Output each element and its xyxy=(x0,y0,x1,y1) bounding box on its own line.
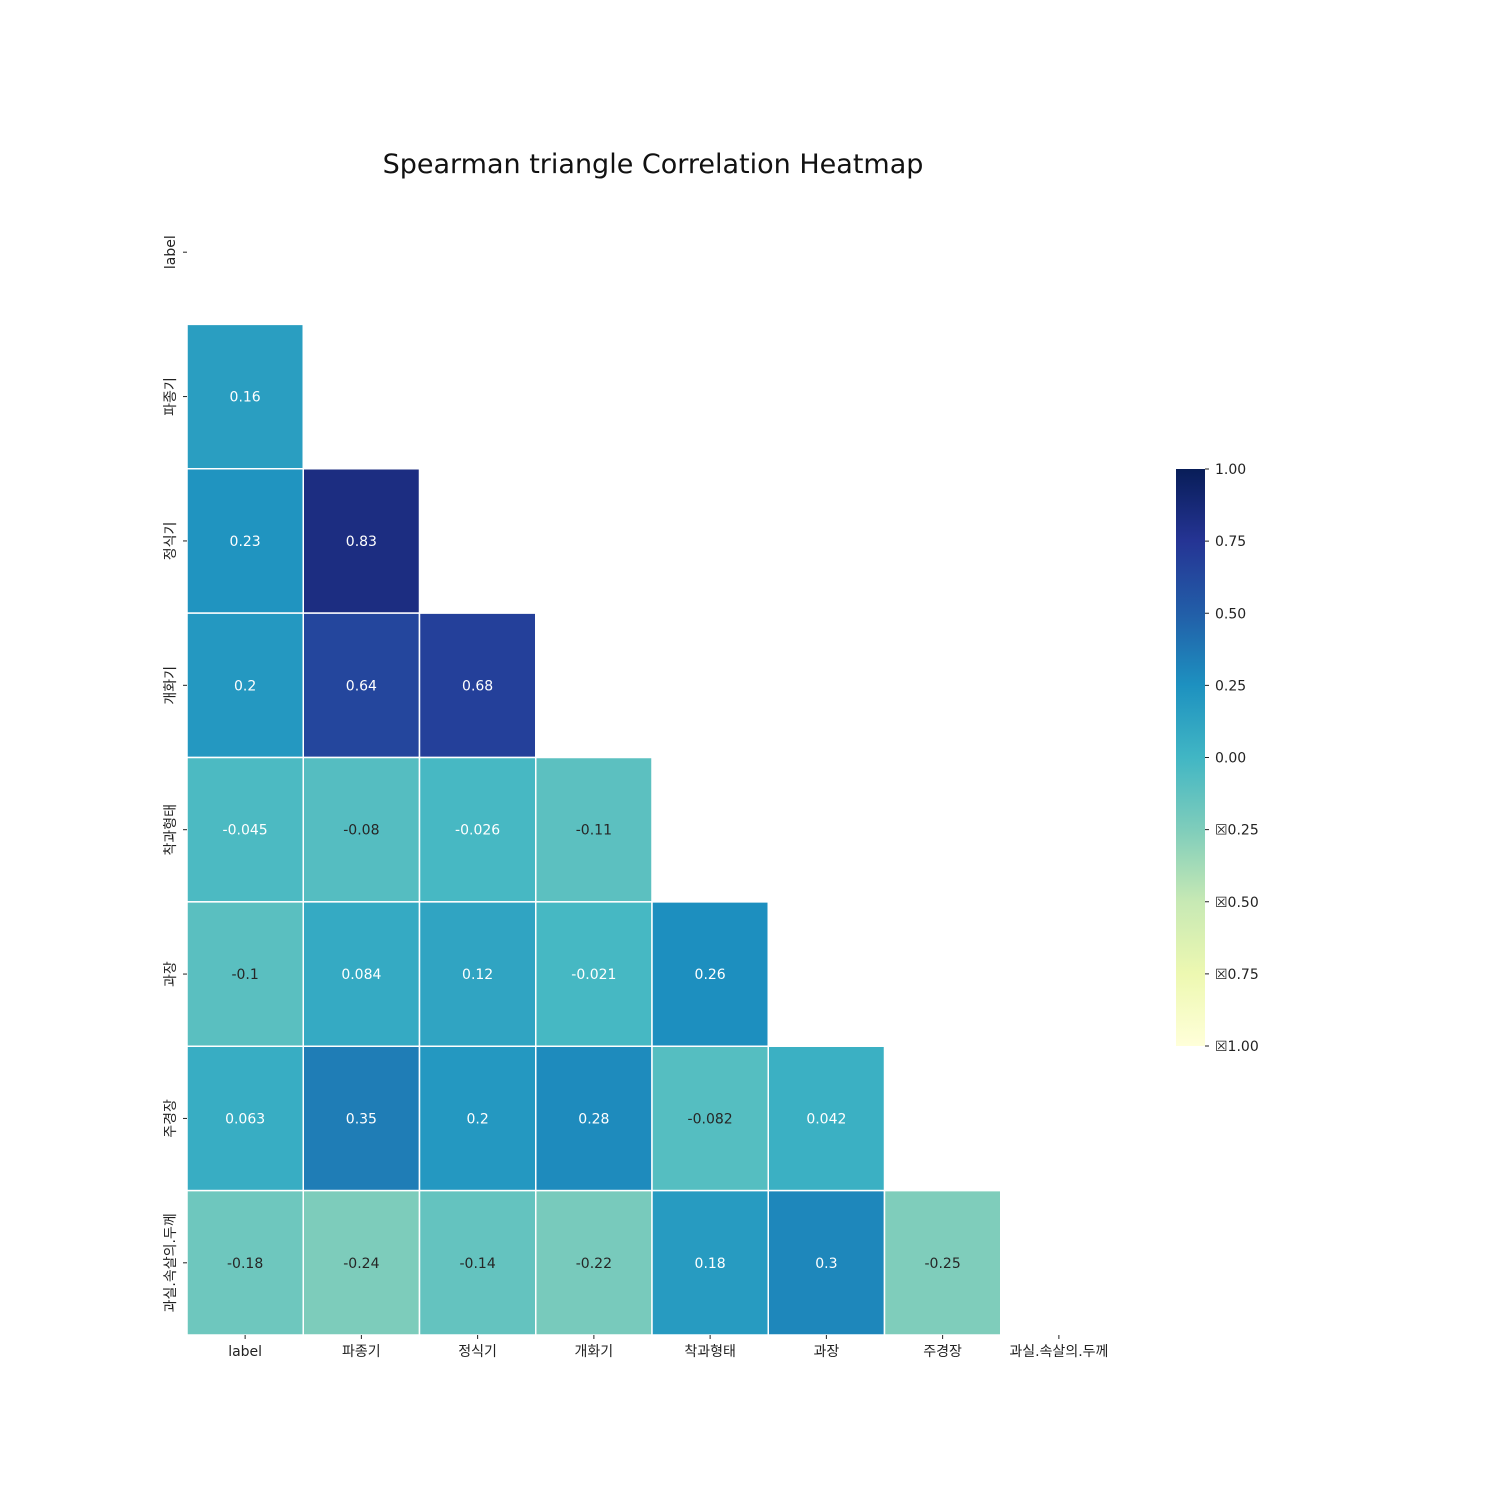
cell-value-label: 0.26 xyxy=(695,967,726,983)
heatmap-cell-3-0 xyxy=(186,612,304,759)
colorbar-tick-label: 0.00 xyxy=(1215,751,1246,767)
heatmap-cell-7-0 xyxy=(186,1189,304,1336)
cell-value-label: -0.22 xyxy=(576,1256,612,1272)
cell-value-label: -0.026 xyxy=(455,823,500,839)
heatmap-cell-1-0 xyxy=(186,323,304,470)
heatmap-cell-6-1 xyxy=(302,1045,421,1192)
y-tick-label: 정식기 xyxy=(163,522,179,561)
cell-value-label: -0.25 xyxy=(925,1256,961,1272)
x-axis-ticks: label 파종기 정식기 개화기 착과형태 과장 주경장 과실.속살의.두께 xyxy=(228,1335,1108,1360)
y-tick-label: 착과형태 xyxy=(163,804,179,856)
cell-value-label: 0.35 xyxy=(346,1111,377,1127)
y-tick-label: label xyxy=(163,235,179,269)
heatmap-cell-5-2 xyxy=(418,901,537,1047)
cell-value-label: 0.28 xyxy=(578,1111,609,1127)
y-tick-label: 개화기 xyxy=(163,666,179,705)
cell-value-label: 0.83 xyxy=(346,534,377,550)
cell-value-label: 0.042 xyxy=(806,1111,846,1127)
cell-value-label: -0.18 xyxy=(227,1256,263,1272)
heatmap-cell-6-5 xyxy=(767,1045,886,1192)
y-tick-label: 과실.속살의.두께 xyxy=(163,1213,179,1312)
heatmap-cell-5-4 xyxy=(651,901,769,1047)
colorbar-tick-label: 0.75 xyxy=(1215,534,1246,550)
colorbar-tick-label: ☒0.75 xyxy=(1215,967,1259,983)
cell-value-label: -0.021 xyxy=(571,967,616,983)
cell-value-label: -0.14 xyxy=(460,1256,496,1272)
heatmap-cell-5-1 xyxy=(302,901,421,1047)
heatmap-cell-6-3 xyxy=(535,1045,653,1192)
cell-value-label: -0.045 xyxy=(223,823,268,839)
cell-value-label: 0.2 xyxy=(466,1111,488,1127)
cell-value-label: 0.64 xyxy=(346,678,377,694)
x-tick-label: 착과형태 xyxy=(684,1344,736,1360)
heatmap-cell-7-6 xyxy=(883,1189,1002,1336)
colorbar-tick-label: 0.25 xyxy=(1215,678,1246,694)
cell-value-label: -0.24 xyxy=(343,1256,379,1272)
cell-value-label: 0.063 xyxy=(225,1111,265,1127)
cell-value-label: 0.68 xyxy=(462,678,493,694)
cell-value-label: -0.082 xyxy=(688,1111,733,1127)
y-tick-label: 주경장 xyxy=(163,1099,179,1138)
cell-value-label: 0.3 xyxy=(815,1256,837,1272)
x-tick-label: 주경장 xyxy=(923,1344,962,1360)
heatmap-cell-2-1 xyxy=(302,468,421,614)
heatmap-cell-7-5 xyxy=(767,1189,886,1336)
heatmap-cell-4-1 xyxy=(302,756,421,903)
cell-value-label: 0.16 xyxy=(230,390,261,406)
cell-value-label: -0.08 xyxy=(343,823,379,839)
heatmap-cell-3-2 xyxy=(418,612,537,759)
heatmap-cells: 0.16 0.23 0.83 0.2 0.64 0.68 -0.045 -0.08 -0.026… xyxy=(186,323,1002,1336)
heatmap-cell-7-3 xyxy=(535,1189,653,1336)
x-tick-label: 과실.속살의.두께 xyxy=(1009,1344,1108,1360)
y-tick-label: 파종기 xyxy=(163,377,179,416)
cell-value-label: 0.084 xyxy=(341,967,381,983)
heatmap-cell-6-2 xyxy=(418,1045,537,1192)
heatmap-cell-2-0 xyxy=(186,468,304,614)
heatmap-cell-7-1 xyxy=(302,1189,421,1336)
x-tick-label: label xyxy=(228,1344,262,1360)
colorbar-tick-label: ☒1.00 xyxy=(1215,1039,1259,1055)
colorbar-tick-label: 1.00 xyxy=(1215,462,1246,478)
colorbar-tick-label: 0.50 xyxy=(1215,606,1246,622)
cell-value-label: 0.23 xyxy=(230,534,261,550)
cell-value-label: 0.2 xyxy=(234,678,256,694)
heatmap-cell-3-1 xyxy=(302,612,421,759)
cell-value-label: 0.12 xyxy=(462,967,493,983)
heatmap-cell-5-3 xyxy=(535,901,653,1047)
cell-value-label: 0.18 xyxy=(695,1256,726,1272)
x-tick-label: 과장 xyxy=(813,1344,839,1360)
colorbar-gradient xyxy=(1176,469,1205,1046)
cell-value-label: -0.1 xyxy=(231,967,258,983)
colorbar-tick-label: ☒0.50 xyxy=(1215,895,1259,911)
x-tick-label: 정식기 xyxy=(458,1344,497,1360)
heatmap-cell-6-4 xyxy=(651,1045,769,1192)
chart-title: Spearman triangle Correlation Heatmap xyxy=(383,149,924,180)
x-tick-label: 파종기 xyxy=(342,1344,381,1360)
cell-value-label: -0.11 xyxy=(576,823,612,839)
x-tick-label: 개화기 xyxy=(575,1344,614,1360)
heatmap-cell-4-3 xyxy=(535,756,653,903)
colorbar-tick-label: ☒0.25 xyxy=(1215,823,1259,839)
y-tick-label: 과장 xyxy=(163,961,179,987)
colorbar: 1.00 0.75 0.50 0.25 0.00 ☒0.25 ☒0.50 ☒0.75 ☒1.00 xyxy=(1176,462,1259,1055)
